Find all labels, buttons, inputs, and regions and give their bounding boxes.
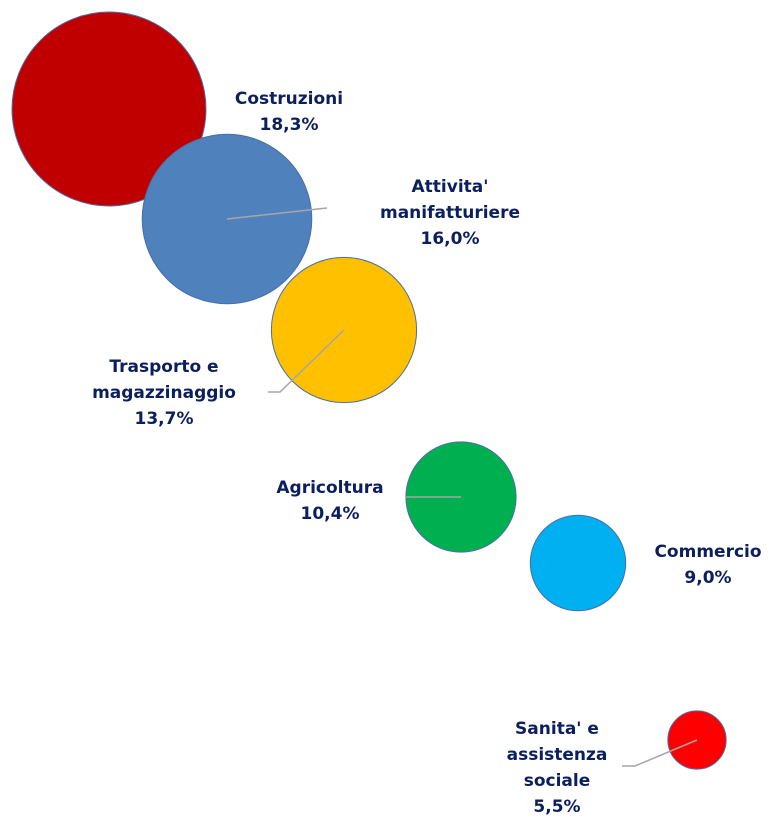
bubble [11,11,207,207]
data-label: Trasporto e magazzinaggio 13,7% [77,354,252,432]
data-label: Agricoltura 10,4% [255,475,405,527]
leader-line [268,329,345,393]
data-label: Sanita' e assistenza sociale 5,5% [493,716,621,820]
category-label: Trasporto e magazzinaggio [92,357,236,403]
data-label: Commercio 9,0% [633,539,779,591]
value-label: 5,5% [533,797,581,817]
category-label: Sanita' e assistenza sociale [506,719,608,791]
category-label: Commercio [654,542,762,562]
data-label: Attivita' manifatturiere 16,0% [360,174,540,252]
category-label: Costruzioni [234,89,344,109]
value-label: 18,3% [259,115,319,135]
value-label: 9,0% [684,568,732,588]
leader-line [622,739,698,767]
value-label: 10,4% [300,504,360,524]
category-label: Attivita' manifatturiere [380,177,520,223]
value-label: 16,0% [420,229,480,249]
bubble [529,514,627,612]
value-label: 13,7% [134,409,194,429]
leader-line [226,207,328,220]
category-label: Agricoltura [276,478,384,498]
data-label: Costruzioni 18,3% [204,86,374,138]
